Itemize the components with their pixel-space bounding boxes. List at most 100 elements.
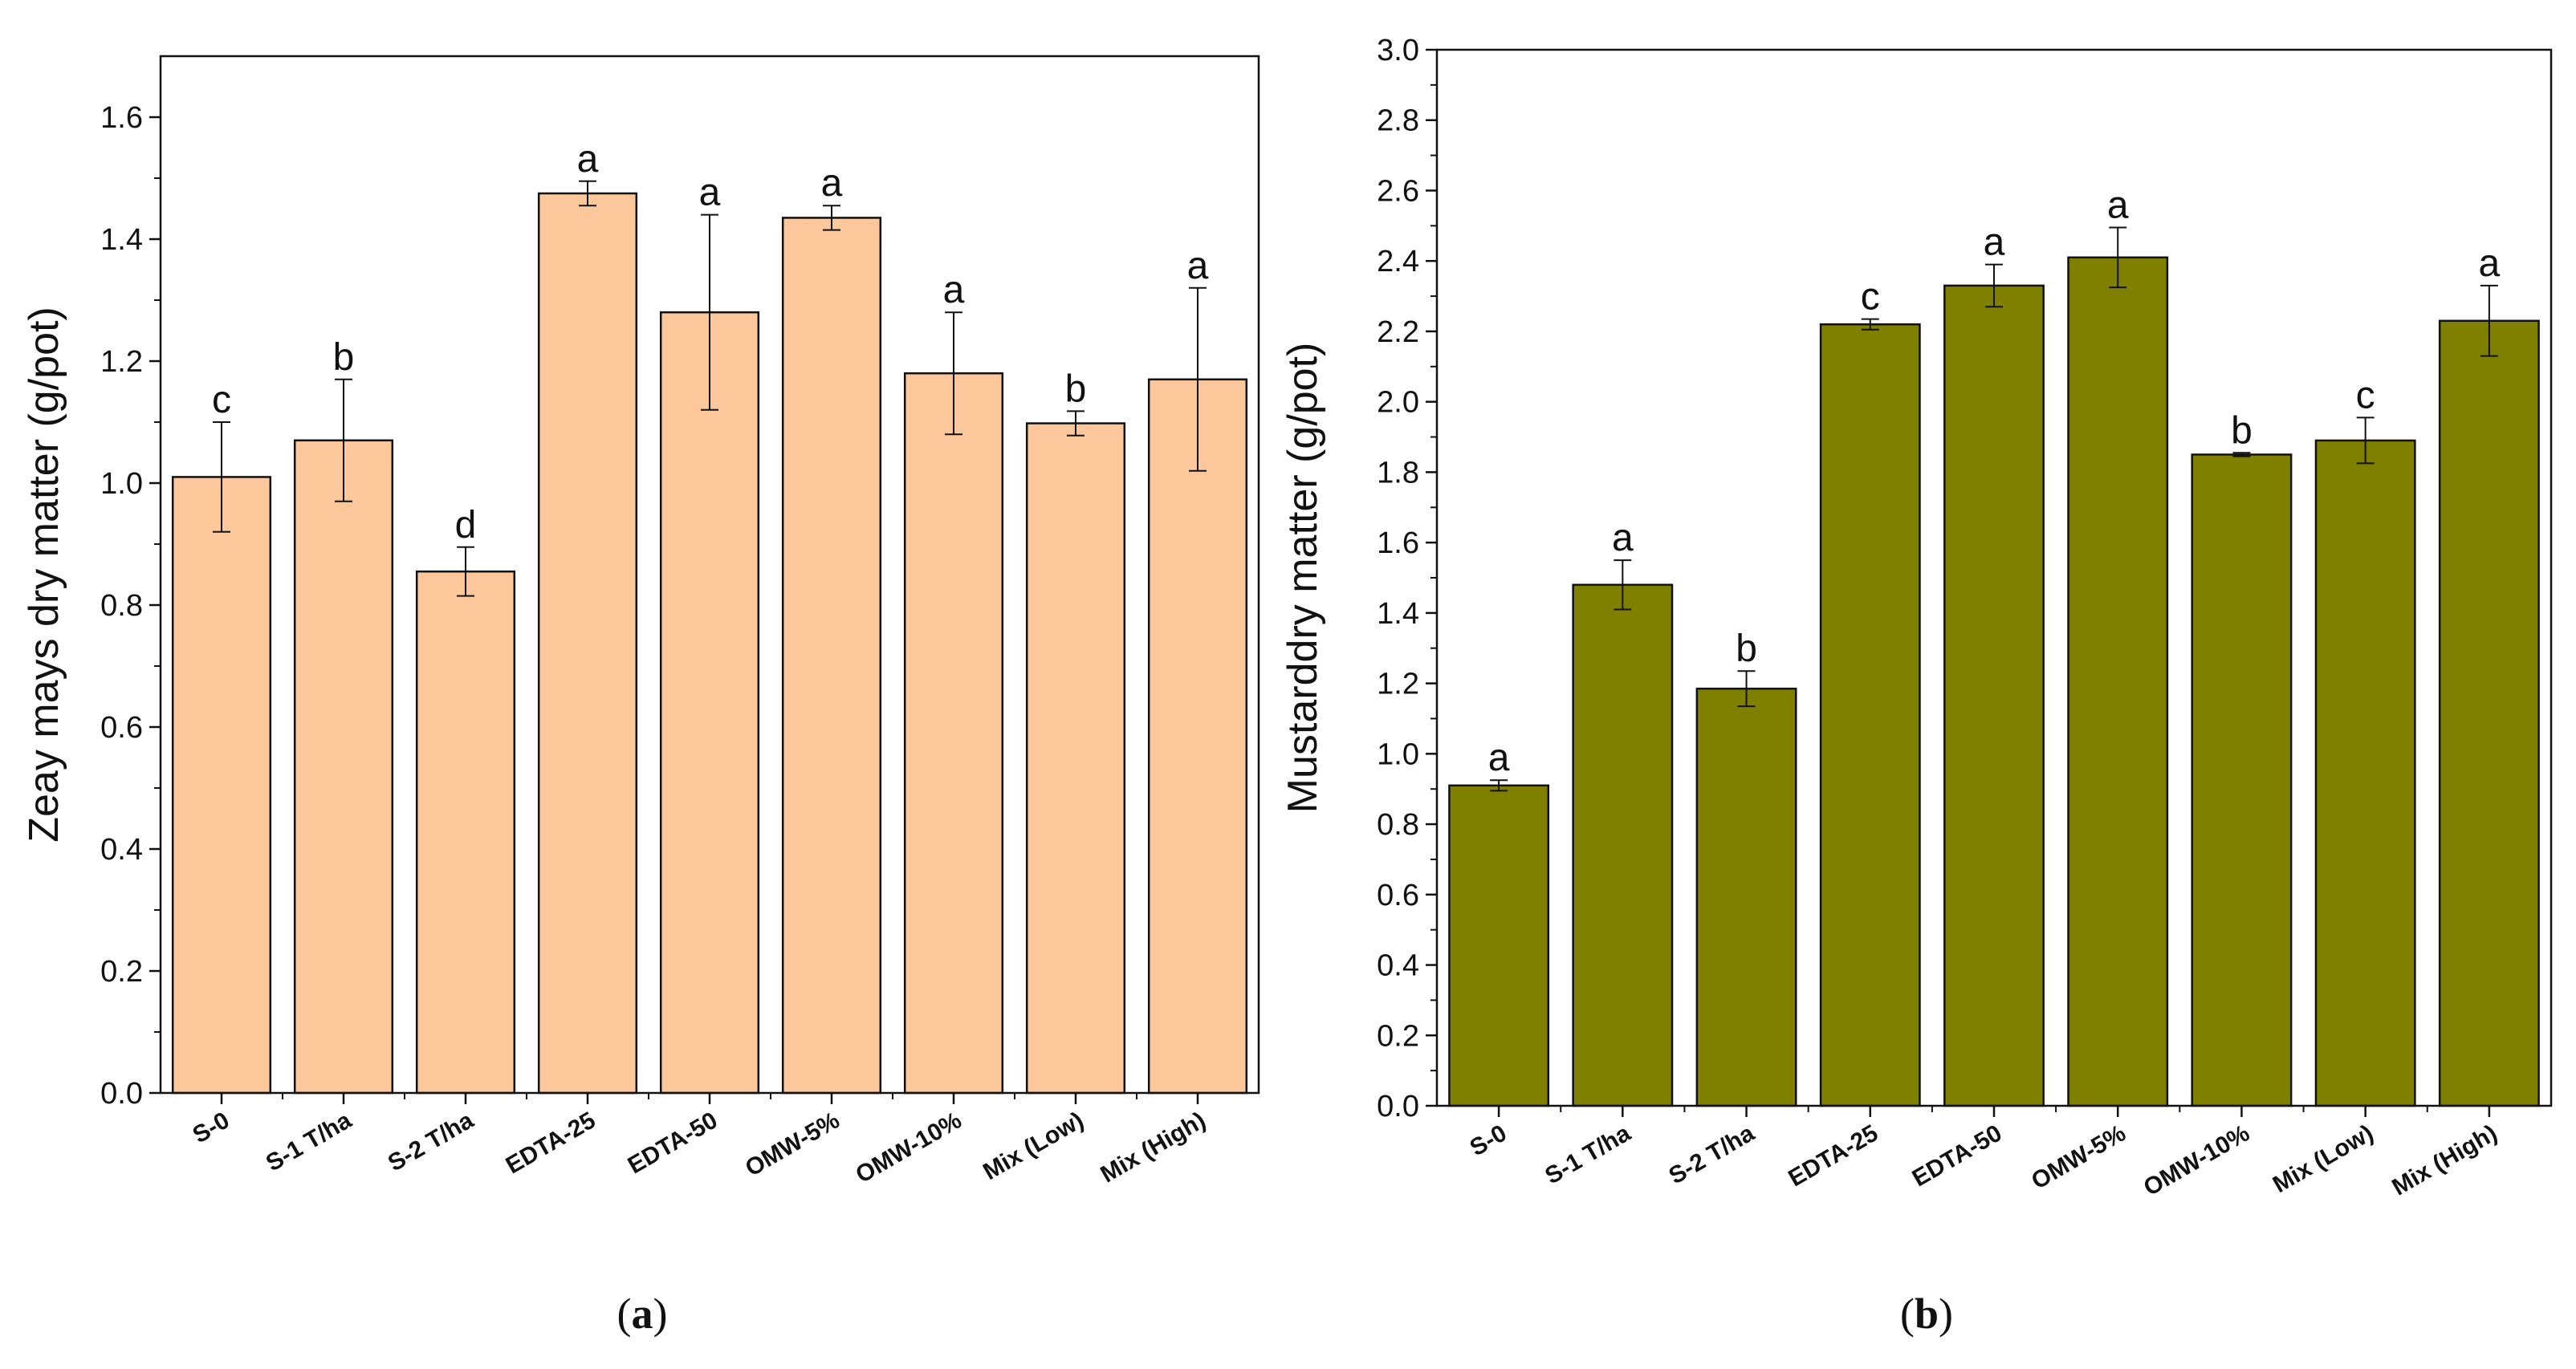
panel-a-bar	[903, 372, 1004, 1095]
panel-b-y-tick-label: 1.4	[1377, 597, 1419, 631]
panel-b-bar	[1819, 323, 1921, 1107]
panel-a-error-bar	[701, 213, 718, 411]
panel-b-category-label: Mix (High)	[2387, 1119, 2501, 1200]
panel-a-category-label: OMW-10%	[851, 1107, 966, 1188]
panel-a-bar	[293, 439, 394, 1095]
panel-a-bar	[1147, 378, 1248, 1095]
panel-b-category-label: OMW-5%	[2027, 1119, 2130, 1194]
panel-a-error-bar	[335, 378, 352, 502]
panel-b-error-bar	[1614, 559, 1632, 611]
panel-a-category-label: S-0	[189, 1107, 234, 1148]
panel-a-y-tick-label: 0.8	[100, 589, 143, 623]
panel-b-y-tick-label: 2.8	[1377, 104, 1419, 138]
panel-a-category-label: S-1 T/ha	[262, 1107, 356, 1176]
panel-b-bar	[1572, 583, 1674, 1107]
panel-b-y-axis-title: Mustarddry matter (g/pot)	[1280, 343, 1326, 814]
panel-a-y-tick-label: 0.4	[100, 833, 143, 867]
panel-b-significance-label: b	[2231, 409, 2252, 452]
panel-a-y-tick-label: 0.6	[100, 711, 143, 745]
panel-a-panel-label-close: )	[653, 1290, 668, 1338]
panel-b-y-tick-label: 2.0	[1377, 386, 1419, 420]
panel-b-significance-label: a	[1488, 737, 1510, 779]
panel-a-y-tick-label: 1.0	[100, 467, 143, 501]
panel-a-y-tick-label: 0.2	[100, 955, 143, 989]
panel-a-significance-label: a	[577, 138, 599, 181]
panel-a-significance-label: a	[699, 172, 721, 214]
panel-b-error-bar	[1490, 779, 1508, 792]
panel-a-panel-label-letter: a	[632, 1290, 653, 1338]
panel-a-panel-label-open: (	[617, 1290, 632, 1338]
panel-b-error-bar	[2232, 452, 2251, 457]
panel-b-error-bar	[1985, 263, 2003, 308]
panel-b-category-label: EDTA-25	[1784, 1119, 1882, 1192]
panel-a-error-bar	[1067, 410, 1085, 437]
panel-b-error-bar	[1861, 318, 1879, 331]
panel-b-panel-label: (b)	[1900, 1290, 1953, 1338]
panel-a-significance-label: a	[821, 162, 843, 205]
panel-b-category-label: S-0	[1466, 1119, 1512, 1161]
panel-b-error-bar	[1737, 670, 1756, 708]
panel-b-panel-label-letter: b	[1915, 1290, 1939, 1338]
panel-b-category-label: S-1 T/ha	[1540, 1119, 1635, 1189]
panel-a-zea-mays-chart: c b d a a a a b a 0.0 0.2 0.4 0.6 0.8 1.0 1.2 1.4 1.6 S-0 S…	[21, 55, 1260, 1338]
panel-b-bar	[1943, 284, 2045, 1107]
panel-b-bar	[2314, 439, 2416, 1107]
panel-b-category-label: Mix (Low)	[2269, 1119, 2378, 1198]
panel-b-bar	[2438, 319, 2540, 1107]
panel-a-y-tick-label: 1.6	[100, 101, 143, 135]
panel-b-error-bar	[2109, 226, 2127, 289]
panel-b-y-tick-label: 0.4	[1377, 949, 1419, 983]
panel-a-category-label: S-2 T/ha	[384, 1107, 478, 1176]
panel-b-significance-label: c	[1861, 276, 1880, 319]
panel-a-y-axis-title: Zeay mays dry matter (g/pot)	[21, 307, 67, 843]
panel-a-category-label: OMW-5%	[741, 1107, 844, 1181]
panel-a-bar	[1025, 422, 1126, 1095]
panel-a-y-tick-label: 1.2	[100, 345, 143, 379]
panel-b-mustard-chart: a a b c a a b c a 0.0 0.2 0.4 0.6 0.8 1.0 1.2 1.4 1.6 1.8 2…	[1280, 34, 2553, 1338]
panel-b-error-bar	[2356, 416, 2375, 465]
panel-a-panel-label: (a)	[617, 1290, 668, 1338]
panel-a-significance-label: d	[455, 504, 477, 546]
panel-a-bar	[415, 570, 516, 1095]
panel-b-panel-label-close: )	[1939, 1290, 1953, 1338]
panel-b-y-tick-label: 1.2	[1377, 668, 1419, 701]
panel-b-bar	[2191, 453, 2293, 1107]
panel-a-error-bar	[945, 311, 962, 436]
panel-a-significance-label: c	[212, 379, 231, 421]
panel-b-y-tick-label: 1.8	[1377, 456, 1419, 490]
panel-b-significance-label: a	[1612, 517, 1634, 559]
panel-a-significance-label: a	[1187, 245, 1209, 287]
panel-b-y-tick-label: 0.6	[1377, 879, 1419, 912]
panel-a-significance-label: a	[943, 269, 965, 311]
panel-a-bar	[537, 192, 638, 1095]
panel-b-y-tick-label: 2.6	[1377, 174, 1419, 208]
panel-b-bar	[1448, 784, 1550, 1107]
panel-b-y-tick-label: 0.0	[1377, 1090, 1419, 1123]
panel-a-error-bar	[579, 180, 596, 207]
panel-b-error-bar	[2480, 284, 2498, 357]
panel-a-bar	[781, 217, 882, 1095]
panel-a-error-bar	[457, 546, 474, 597]
panel-a-category-label: Mix (Low)	[979, 1107, 1088, 1185]
panel-b-category-label: EDTA-50	[1908, 1119, 2007, 1192]
panel-b-y-tick-label: 1.6	[1377, 526, 1419, 560]
panel-b-category-label: S-2 T/ha	[1664, 1119, 1759, 1189]
panel-b-significance-label: a	[2107, 185, 2129, 227]
panel-b-y-tick-label: 0.2	[1377, 1019, 1419, 1053]
panel-b-significance-label: a	[2479, 242, 2501, 285]
panel-b-significance-label: b	[1736, 628, 1757, 670]
panel-a-error-bar	[1189, 286, 1207, 472]
panel-a-bar	[171, 476, 272, 1095]
panel-a-category-label: EDTA-50	[624, 1107, 722, 1179]
panel-b-y-tick-label: 2.2	[1377, 315, 1419, 349]
panel-a-y-tick-label: 1.4	[100, 223, 143, 257]
panel-a-significance-label: b	[333, 336, 355, 379]
panel-b-bar	[2067, 256, 2169, 1107]
panel-b-y-tick-label: 2.4	[1377, 245, 1419, 278]
panel-a-error-bar	[823, 205, 840, 231]
panel-a-error-bar	[213, 421, 230, 533]
panel-a-bar	[659, 311, 760, 1095]
panel-b-significance-label: c	[2356, 374, 2375, 416]
panel-a-category-label: Mix (High)	[1096, 1107, 1210, 1188]
